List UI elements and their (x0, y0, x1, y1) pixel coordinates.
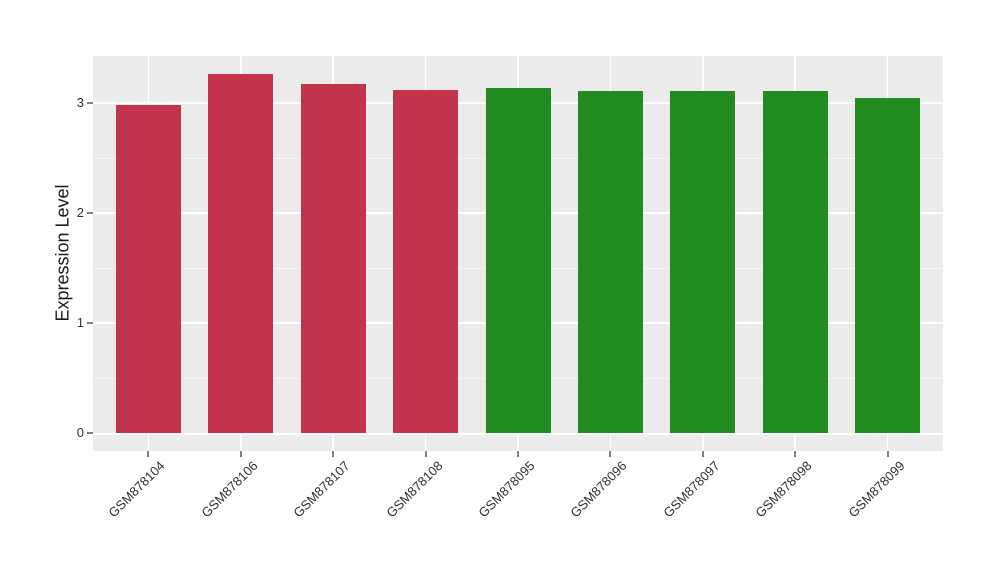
gridline-horizontal-major (93, 433, 943, 435)
bar-GSM878106 (208, 74, 274, 433)
x-axis-tick (517, 451, 519, 457)
y-tick-label: 3 (76, 95, 84, 110)
x-axis-tick (147, 451, 150, 457)
bar-GSM878107 (300, 84, 366, 433)
plot-panel (93, 56, 943, 451)
bar-GSM878096 (577, 90, 643, 433)
x-axis-tick (332, 451, 335, 457)
bar-GSM878097 (670, 90, 736, 433)
y-tick-label: 0 (76, 425, 84, 440)
x-axis-tick (794, 451, 797, 457)
x-tick-label: GSM878097 (660, 458, 723, 521)
x-axis-tick (609, 451, 612, 457)
x-axis-tick (886, 451, 889, 457)
y-tick-label: 1 (76, 315, 84, 330)
x-axis-tick (239, 451, 242, 457)
y-axis-title: Expression Level (52, 184, 73, 322)
x-tick-label: GSM878108 (382, 458, 446, 521)
y-tick-label: 2 (76, 205, 84, 220)
x-tick-label: GSM878098 (752, 458, 815, 521)
bar-GSM878098 (762, 90, 828, 433)
bar-GSM878099 (855, 97, 921, 433)
x-axis-tick (424, 451, 427, 457)
x-tick-label: GSM878096 (567, 458, 631, 521)
bar-GSM878095 (485, 87, 551, 433)
x-tick-label: GSM878099 (844, 458, 908, 521)
bar-GSM878108 (393, 89, 459, 433)
x-tick-label: GSM878107 (290, 458, 353, 521)
x-tick-label: GSM878095 (475, 458, 538, 521)
x-tick-label: GSM878106 (198, 458, 261, 521)
x-tick-label: GSM878104 (105, 458, 169, 521)
bar-GSM878104 (115, 105, 181, 433)
x-axis-tick (701, 451, 704, 457)
